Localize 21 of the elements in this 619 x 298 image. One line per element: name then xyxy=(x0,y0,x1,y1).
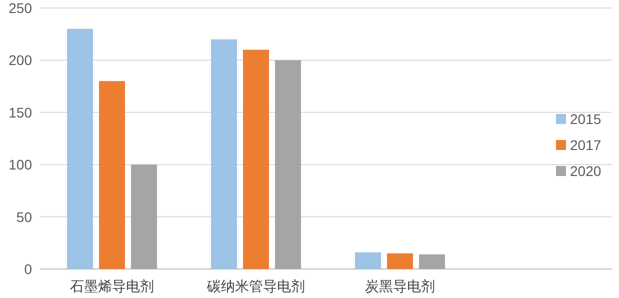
bar xyxy=(67,28,93,269)
x-tick-label: 炭黑导电剂 xyxy=(365,278,435,294)
y-tick-label: 100 xyxy=(8,156,32,173)
x-tick-label: 碳纳米管导电剂 xyxy=(206,278,305,294)
y-tick-label: 50 xyxy=(16,208,32,225)
bar xyxy=(355,252,381,269)
bar xyxy=(131,164,157,269)
bar xyxy=(275,60,301,269)
x-tick-label: 石墨烯导电剂 xyxy=(70,278,154,294)
y-tick-label: 0 xyxy=(24,261,32,277)
bar xyxy=(419,254,445,269)
legend-label: 2017 xyxy=(570,137,602,153)
bar xyxy=(211,39,237,269)
legend-label: 2020 xyxy=(570,163,602,179)
y-tick-label: 200 xyxy=(8,52,32,68)
y-tick-label: 150 xyxy=(8,104,32,120)
legend-label: 2015 xyxy=(570,111,602,127)
bar xyxy=(243,50,269,269)
bar xyxy=(387,253,413,269)
bar xyxy=(99,81,125,269)
y-tick-label: 250 xyxy=(8,0,32,16)
